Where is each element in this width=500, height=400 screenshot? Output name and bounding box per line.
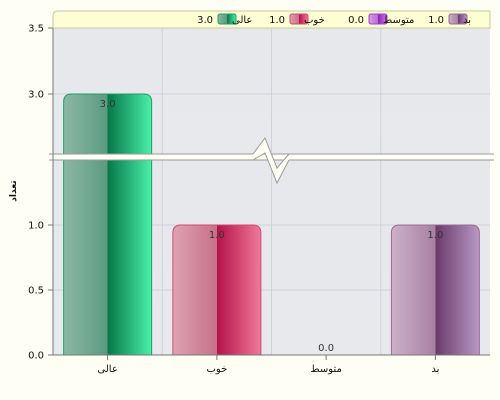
x-ticks: عالی خوب متوسط بد — [97, 355, 439, 375]
bar-1 — [63, 93, 153, 356]
legend-swatch — [289, 13, 309, 25]
value-label: 1.0 — [209, 230, 225, 241]
y-tick-label: 3.0 — [28, 90, 44, 101]
x-tick-label: بد — [431, 364, 439, 375]
y-tick-label: 0.0 — [28, 351, 44, 362]
value-labels: 3.0 1.0 0.0 1.0 — [100, 99, 444, 354]
legend-label: خوب — [304, 15, 325, 26]
y-axis-label: تعداد — [9, 180, 19, 201]
x-tick-label: عالی — [97, 364, 117, 375]
axis-break — [49, 136, 494, 185]
legend-swatch — [448, 13, 468, 25]
value-label: 3.0 — [100, 99, 116, 110]
value-label: 1.0 — [427, 230, 443, 241]
legend-swatch — [217, 13, 237, 25]
y-tick-label: 1.0 — [28, 221, 44, 232]
value-label: 0.0 — [318, 343, 334, 354]
legend-swatch — [368, 13, 388, 25]
legend-value: 1.0 — [428, 15, 444, 26]
legend-value: 3.0 — [197, 15, 213, 26]
bar-2 — [172, 224, 262, 356]
bars — [63, 93, 480, 356]
legend-value: 1.0 — [269, 15, 285, 26]
legend-label: عالی — [232, 15, 252, 26]
y-tick-label: 3.5 — [28, 24, 44, 35]
y-tick-label: 0.5 — [28, 286, 44, 297]
legend-label: متوسط — [383, 15, 414, 26]
legend-label: بد — [463, 15, 471, 26]
x-tick-label: متوسط — [310, 364, 341, 375]
x-tick-label: خوب — [206, 364, 227, 375]
legend-value: 0.0 — [348, 15, 364, 26]
legend: بد 1.0 متوسط 0.0 خوب 1.0 عالی 3.0 — [197, 13, 471, 26]
bar-4 — [390, 224, 480, 356]
y-ticks: 0.0 0.5 1.0 3.0 3.5 — [28, 24, 53, 362]
